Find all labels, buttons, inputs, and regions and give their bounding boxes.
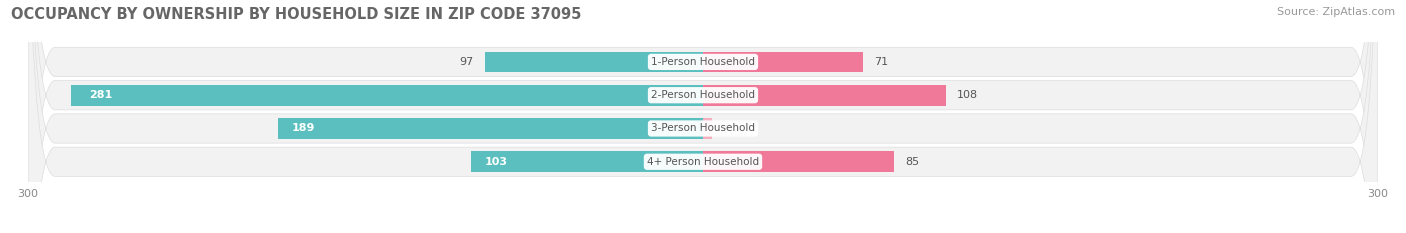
Text: 189: 189 <box>291 123 315 134</box>
FancyBboxPatch shape <box>28 0 1378 233</box>
Text: 108: 108 <box>957 90 979 100</box>
Text: 281: 281 <box>89 90 112 100</box>
Text: 85: 85 <box>905 157 920 167</box>
Bar <box>703 151 894 172</box>
Text: 3-Person Household: 3-Person Household <box>651 123 755 134</box>
FancyBboxPatch shape <box>28 0 1378 233</box>
Text: 4: 4 <box>723 123 730 134</box>
Text: 4+ Person Household: 4+ Person Household <box>647 157 759 167</box>
FancyBboxPatch shape <box>28 0 1378 233</box>
Text: 97: 97 <box>460 57 474 67</box>
Text: 2-Person Household: 2-Person Household <box>651 90 755 100</box>
Bar <box>703 85 946 106</box>
Bar <box>70 85 703 106</box>
Bar <box>278 118 703 139</box>
FancyBboxPatch shape <box>28 0 1378 233</box>
Text: 1-Person Household: 1-Person Household <box>651 57 755 67</box>
Text: OCCUPANCY BY OWNERSHIP BY HOUSEHOLD SIZE IN ZIP CODE 37095: OCCUPANCY BY OWNERSHIP BY HOUSEHOLD SIZE… <box>11 7 582 22</box>
Bar <box>703 118 711 139</box>
Bar <box>703 51 863 72</box>
Text: Source: ZipAtlas.com: Source: ZipAtlas.com <box>1277 7 1395 17</box>
Bar <box>485 51 703 72</box>
Text: 103: 103 <box>485 157 508 167</box>
Text: 71: 71 <box>875 57 889 67</box>
Bar <box>471 151 703 172</box>
